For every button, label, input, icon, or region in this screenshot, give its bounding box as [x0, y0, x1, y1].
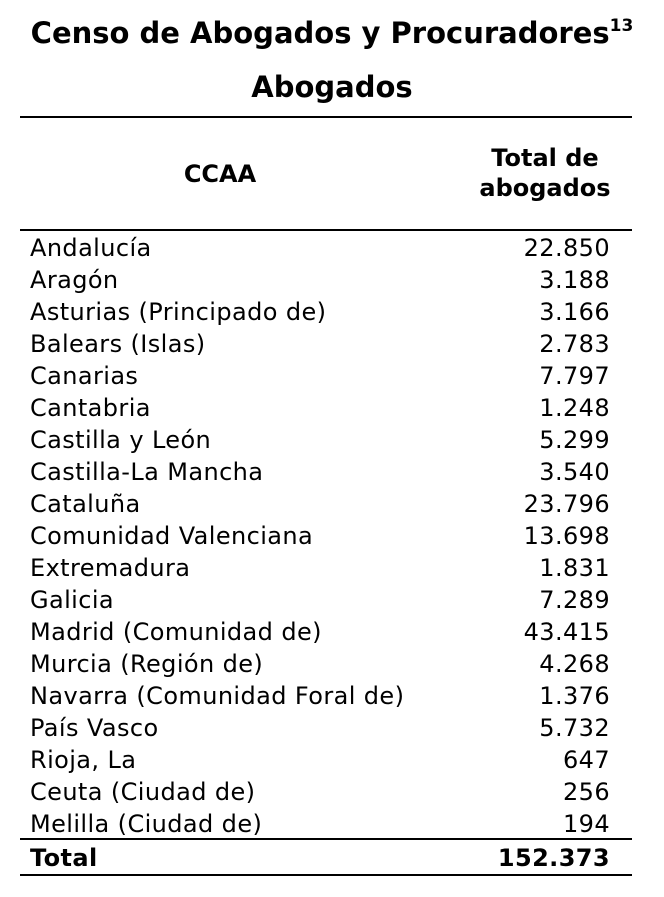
table-row: Rioja, La 647	[30, 744, 610, 776]
row-region: Melilla (Ciudad de)	[30, 810, 263, 838]
table-row: Ceuta (Ciudad de) 256	[30, 776, 610, 808]
total-label: Total	[30, 844, 98, 872]
row-region: Cataluña	[30, 490, 141, 518]
table-total-row: Total 152.373	[30, 842, 610, 874]
table-top-rule	[20, 116, 632, 118]
table-row: Melilla (Ciudad de) 194	[30, 808, 610, 840]
table-row: Canarias 7.797	[30, 360, 610, 392]
document-title-text: Censo de Abogados y Procuradores	[30, 16, 610, 50]
row-value: 194	[562, 810, 610, 838]
table-row: Comunidad Valenciana 13.698	[30, 520, 610, 552]
table-row: Murcia (Región de) 4.268	[30, 648, 610, 680]
table-row: Balears (Islas) 2.783	[30, 328, 610, 360]
table-row: País Vasco 5.732	[30, 712, 610, 744]
table-row: Galicia 7.289	[30, 584, 610, 616]
table-bottom-rule	[20, 874, 632, 876]
document-title: Censo de Abogados y Procuradores13	[0, 14, 664, 52]
row-value: 23.796	[523, 490, 610, 518]
row-value: 22.850	[523, 234, 610, 262]
row-region: Murcia (Región de)	[30, 650, 264, 678]
row-value: 7.797	[539, 362, 610, 390]
table-row: Castilla-La Mancha 3.540	[30, 456, 610, 488]
row-region: Canarias	[30, 362, 139, 390]
row-value: 5.732	[539, 714, 610, 742]
row-value: 43.415	[523, 618, 610, 646]
row-region: Madrid (Comunidad de)	[30, 618, 322, 646]
row-value: 3.166	[539, 298, 610, 326]
row-value: 13.698	[523, 522, 610, 550]
row-region: Ceuta (Ciudad de)	[30, 778, 256, 806]
row-value: 1.831	[539, 554, 610, 582]
row-region: Extremadura	[30, 554, 191, 582]
table-row: Castilla y León 5.299	[30, 424, 610, 456]
table-header-rule	[20, 229, 632, 231]
column-header-region: CCAA	[183, 160, 257, 188]
table-row: Cataluña 23.796	[30, 488, 610, 520]
total-value: 152.373	[497, 844, 610, 872]
table-row: Navarra (Comunidad Foral de) 1.376	[30, 680, 610, 712]
table-subtitle: Abogados	[251, 70, 413, 104]
table-row: Extremadura 1.831	[30, 552, 610, 584]
table-body: Andalucía 22.850 Aragón 3.188 Asturias (Pr…	[30, 232, 610, 840]
row-region: Castilla-La Mancha	[30, 458, 264, 486]
table-row: Andalucía 22.850	[30, 232, 610, 264]
row-value: 4.268	[539, 650, 610, 678]
table-row: Asturias (Principado de) 3.166	[30, 296, 610, 328]
row-value: 3.188	[539, 266, 610, 294]
row-region: Rioja, La	[30, 746, 137, 774]
row-region: País Vasco	[30, 714, 159, 742]
column-header-total-line2: abogados	[479, 174, 611, 202]
row-region: Balears (Islas)	[30, 330, 206, 358]
row-region: Andalucía	[30, 234, 152, 262]
row-value: 5.299	[539, 426, 610, 454]
column-header-total-line1: Total de	[491, 144, 599, 172]
row-region: Navarra (Comunidad Foral de)	[30, 682, 405, 710]
table-row: Madrid (Comunidad de) 43.415	[30, 616, 610, 648]
row-value: 1.376	[539, 682, 610, 710]
table-total-rule	[20, 838, 632, 840]
row-value: 2.783	[539, 330, 610, 358]
row-region: Asturias (Principado de)	[30, 298, 327, 326]
table-row: Aragón 3.188	[30, 264, 610, 296]
row-region: Aragón	[30, 266, 119, 294]
row-value: 256	[562, 778, 610, 806]
column-header-total: Total de abogados	[455, 143, 635, 203]
row-region: Cantabria	[30, 394, 151, 422]
row-value: 647	[562, 746, 610, 774]
row-region: Comunidad Valenciana	[30, 522, 314, 550]
row-region: Galicia	[30, 586, 115, 614]
row-value: 7.289	[539, 586, 610, 614]
title-footnote-marker: 13	[609, 16, 634, 36]
row-value: 1.248	[539, 394, 610, 422]
table-row: Cantabria 1.248	[30, 392, 610, 424]
row-value: 3.540	[539, 458, 610, 486]
row-region: Castilla y León	[30, 426, 212, 454]
